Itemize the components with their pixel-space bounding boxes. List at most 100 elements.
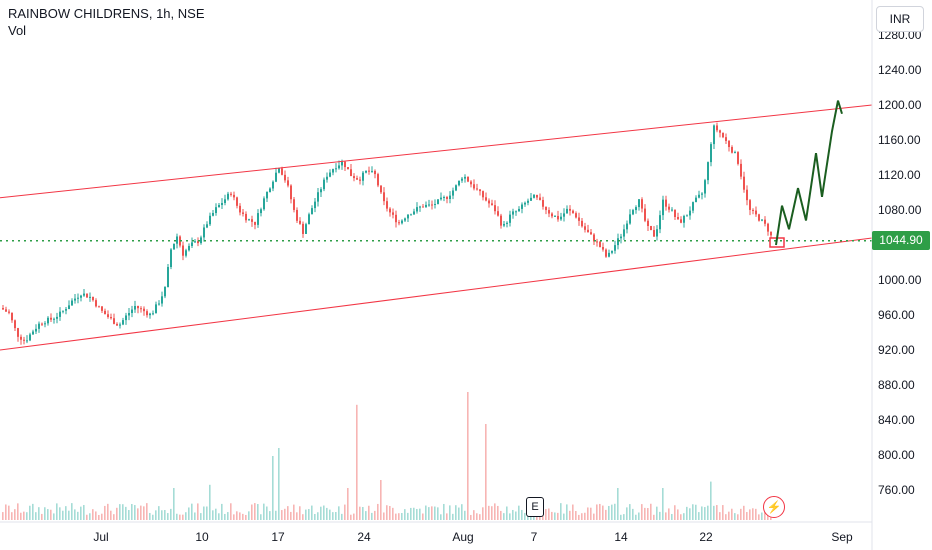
chart-background (0, 0, 872, 522)
candle-body (734, 152, 736, 154)
volume-bar (521, 509, 523, 520)
lightning-icon[interactable]: ⚡ (763, 496, 785, 518)
candle-body (593, 234, 595, 242)
candle-body (317, 192, 319, 202)
volume-bar (545, 509, 547, 520)
candle-body (650, 226, 652, 231)
volume-bar (689, 508, 691, 520)
volume-bar (20, 512, 22, 520)
volume-bar (221, 503, 223, 520)
candle-body (470, 181, 472, 185)
candle-body (101, 306, 103, 311)
volume-bar (575, 511, 577, 520)
candle-body (266, 191, 268, 199)
volume-bar (170, 508, 172, 520)
volume-bar (110, 510, 112, 520)
candle-body (527, 200, 529, 203)
volume-bar (29, 505, 31, 520)
volume-bar (533, 514, 535, 520)
candle-body (419, 206, 421, 208)
candle-body (764, 219, 766, 224)
volume-bar (35, 512, 37, 520)
chart-header: RAINBOW CHILDRENS, 1h, NSE Vol (8, 6, 205, 39)
volume-bar (137, 508, 139, 520)
candle-body (413, 211, 415, 215)
candle-body (674, 209, 676, 217)
volume-bar (416, 508, 418, 520)
volume-bar (707, 505, 709, 520)
volume-bar (44, 507, 46, 520)
candle-body (239, 205, 241, 213)
volume-bar (11, 512, 13, 520)
volume-bar (314, 513, 316, 520)
candle-body (95, 300, 97, 307)
volume-bar (419, 508, 421, 520)
volume-bar (560, 503, 562, 520)
volume-bar (434, 506, 436, 520)
candle-body (122, 320, 124, 325)
volume-bar (257, 504, 259, 520)
candle-body (605, 249, 607, 257)
volume-bar (260, 514, 262, 520)
candle-body (440, 197, 442, 200)
volume-bar (509, 513, 511, 520)
candle-body (98, 306, 100, 308)
candle-body (203, 227, 205, 238)
volume-bar (734, 513, 736, 520)
volume-bar (725, 514, 727, 520)
price-axis[interactable]: 760.00 800.00 840.00 880.00 920.00 960.00 1000… (878, 28, 922, 497)
candle-body (83, 293, 85, 296)
channel-upper-line[interactable] (0, 104, 873, 199)
volume-bar (161, 510, 163, 520)
volume-bar (245, 514, 247, 520)
candle-body (68, 305, 70, 310)
candle-body (545, 206, 547, 211)
candle-body (233, 194, 235, 198)
candle-body (353, 176, 355, 179)
price-tick-label: 1200.00 (878, 98, 922, 112)
candle-body (401, 220, 403, 224)
candle-body (368, 170, 370, 172)
volume-bar (458, 507, 460, 520)
volume-bar (764, 508, 766, 520)
candle-body (704, 180, 706, 194)
currency-button[interactable]: INR (876, 6, 924, 32)
volume-bar (227, 512, 229, 520)
volume-bar (626, 507, 628, 520)
volume-bar (548, 508, 550, 520)
volume-bar (251, 504, 253, 520)
volume-bar (26, 512, 28, 520)
volume-bar (650, 503, 652, 520)
candle-body (626, 223, 628, 230)
candle-body (533, 194, 535, 198)
earnings-event-marker[interactable]: E (526, 497, 544, 517)
volume-bar (290, 511, 292, 520)
volume-bar (299, 506, 301, 520)
candle-body (722, 132, 724, 138)
candle-body (14, 320, 16, 329)
volume-bar (686, 506, 688, 520)
candle-body (683, 215, 685, 223)
channel-lower-line[interactable] (0, 237, 873, 351)
volume-bar (611, 504, 613, 520)
time-axis[interactable]: Jul 10 17 24 Aug 7 14 22 Sep (93, 530, 853, 544)
ticker-title[interactable]: RAINBOW CHILDRENS, 1h, NSE (8, 6, 205, 21)
candle-body (548, 210, 550, 214)
candle-body (551, 213, 553, 217)
volume-bar (65, 506, 67, 520)
volume-bar (386, 505, 388, 520)
candle-body (635, 207, 637, 211)
volume-bar (674, 505, 676, 520)
volume-indicator-label[interactable]: Vol (8, 23, 27, 38)
volume-bar (53, 513, 55, 520)
volume-bar (389, 505, 391, 520)
candle-body (434, 203, 436, 205)
candle-body (296, 209, 298, 221)
candle-body (515, 211, 517, 213)
volume-bar (158, 506, 160, 520)
volume-bar (341, 513, 343, 520)
candle-body (224, 199, 226, 203)
candle-body (455, 185, 457, 191)
projection-arrow-path[interactable] (775, 100, 843, 246)
